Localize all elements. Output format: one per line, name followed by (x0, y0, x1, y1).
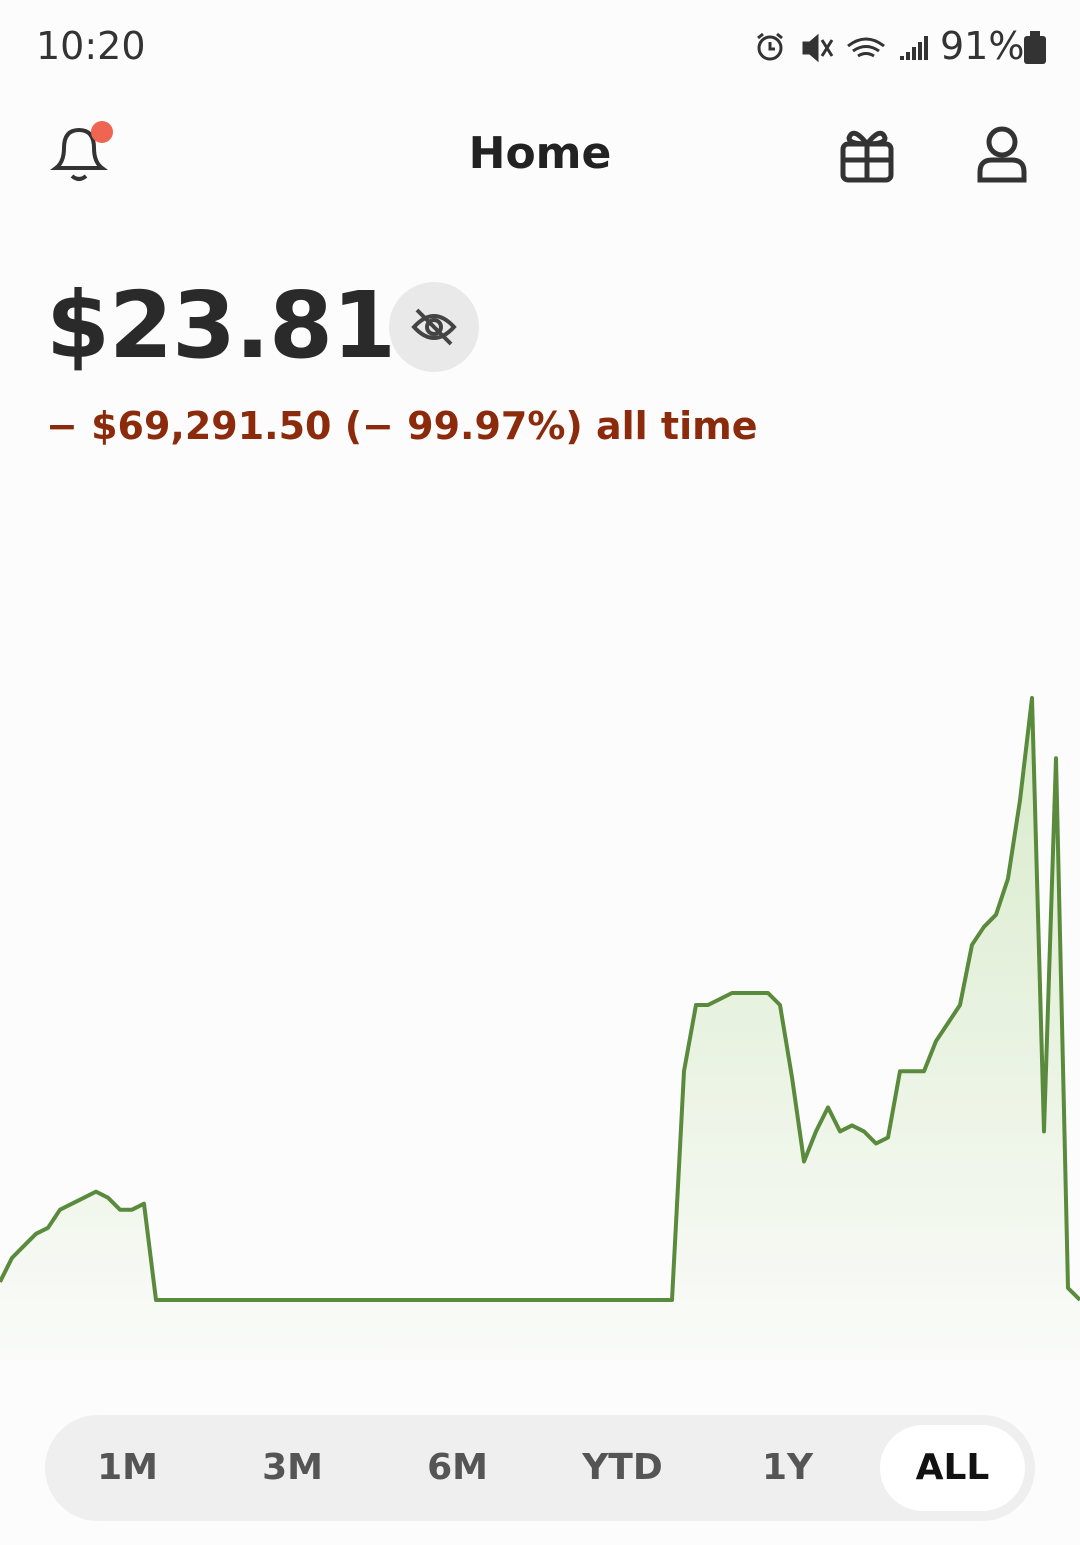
range-button[interactable]: 1M (97, 1447, 158, 1488)
chart-area (0, 698, 1080, 1360)
chart (0, 696, 1080, 1360)
gift-button[interactable] (838, 124, 896, 186)
all-time-change: − $69,291.50 (− 99.97%) all time (46, 404, 758, 448)
battery-icon (1024, 31, 1046, 64)
status-icons (757, 32, 928, 63)
profile-button[interactable] (974, 124, 1030, 186)
chart-line (0, 696, 1080, 1302)
range-selector: 1M 3M 6M YTD 1Y ALL (45, 1415, 1035, 1521)
balance: $23.81 (46, 272, 396, 379)
range-button[interactable]: YTD (582, 1447, 663, 1488)
page-title: Home (468, 128, 612, 179)
notification-bell[interactable] (46, 118, 116, 190)
range-button[interactable]: ALL (880, 1425, 1025, 1511)
range-button[interactable]: 3M (262, 1447, 323, 1488)
status-battery: 91% (940, 24, 1025, 68)
hide-balance-button[interactable] (389, 282, 479, 372)
status-time: 10:20 (36, 24, 146, 68)
range-button[interactable]: 6M (427, 1447, 488, 1488)
range-button[interactable]: 1Y (761, 1447, 814, 1488)
